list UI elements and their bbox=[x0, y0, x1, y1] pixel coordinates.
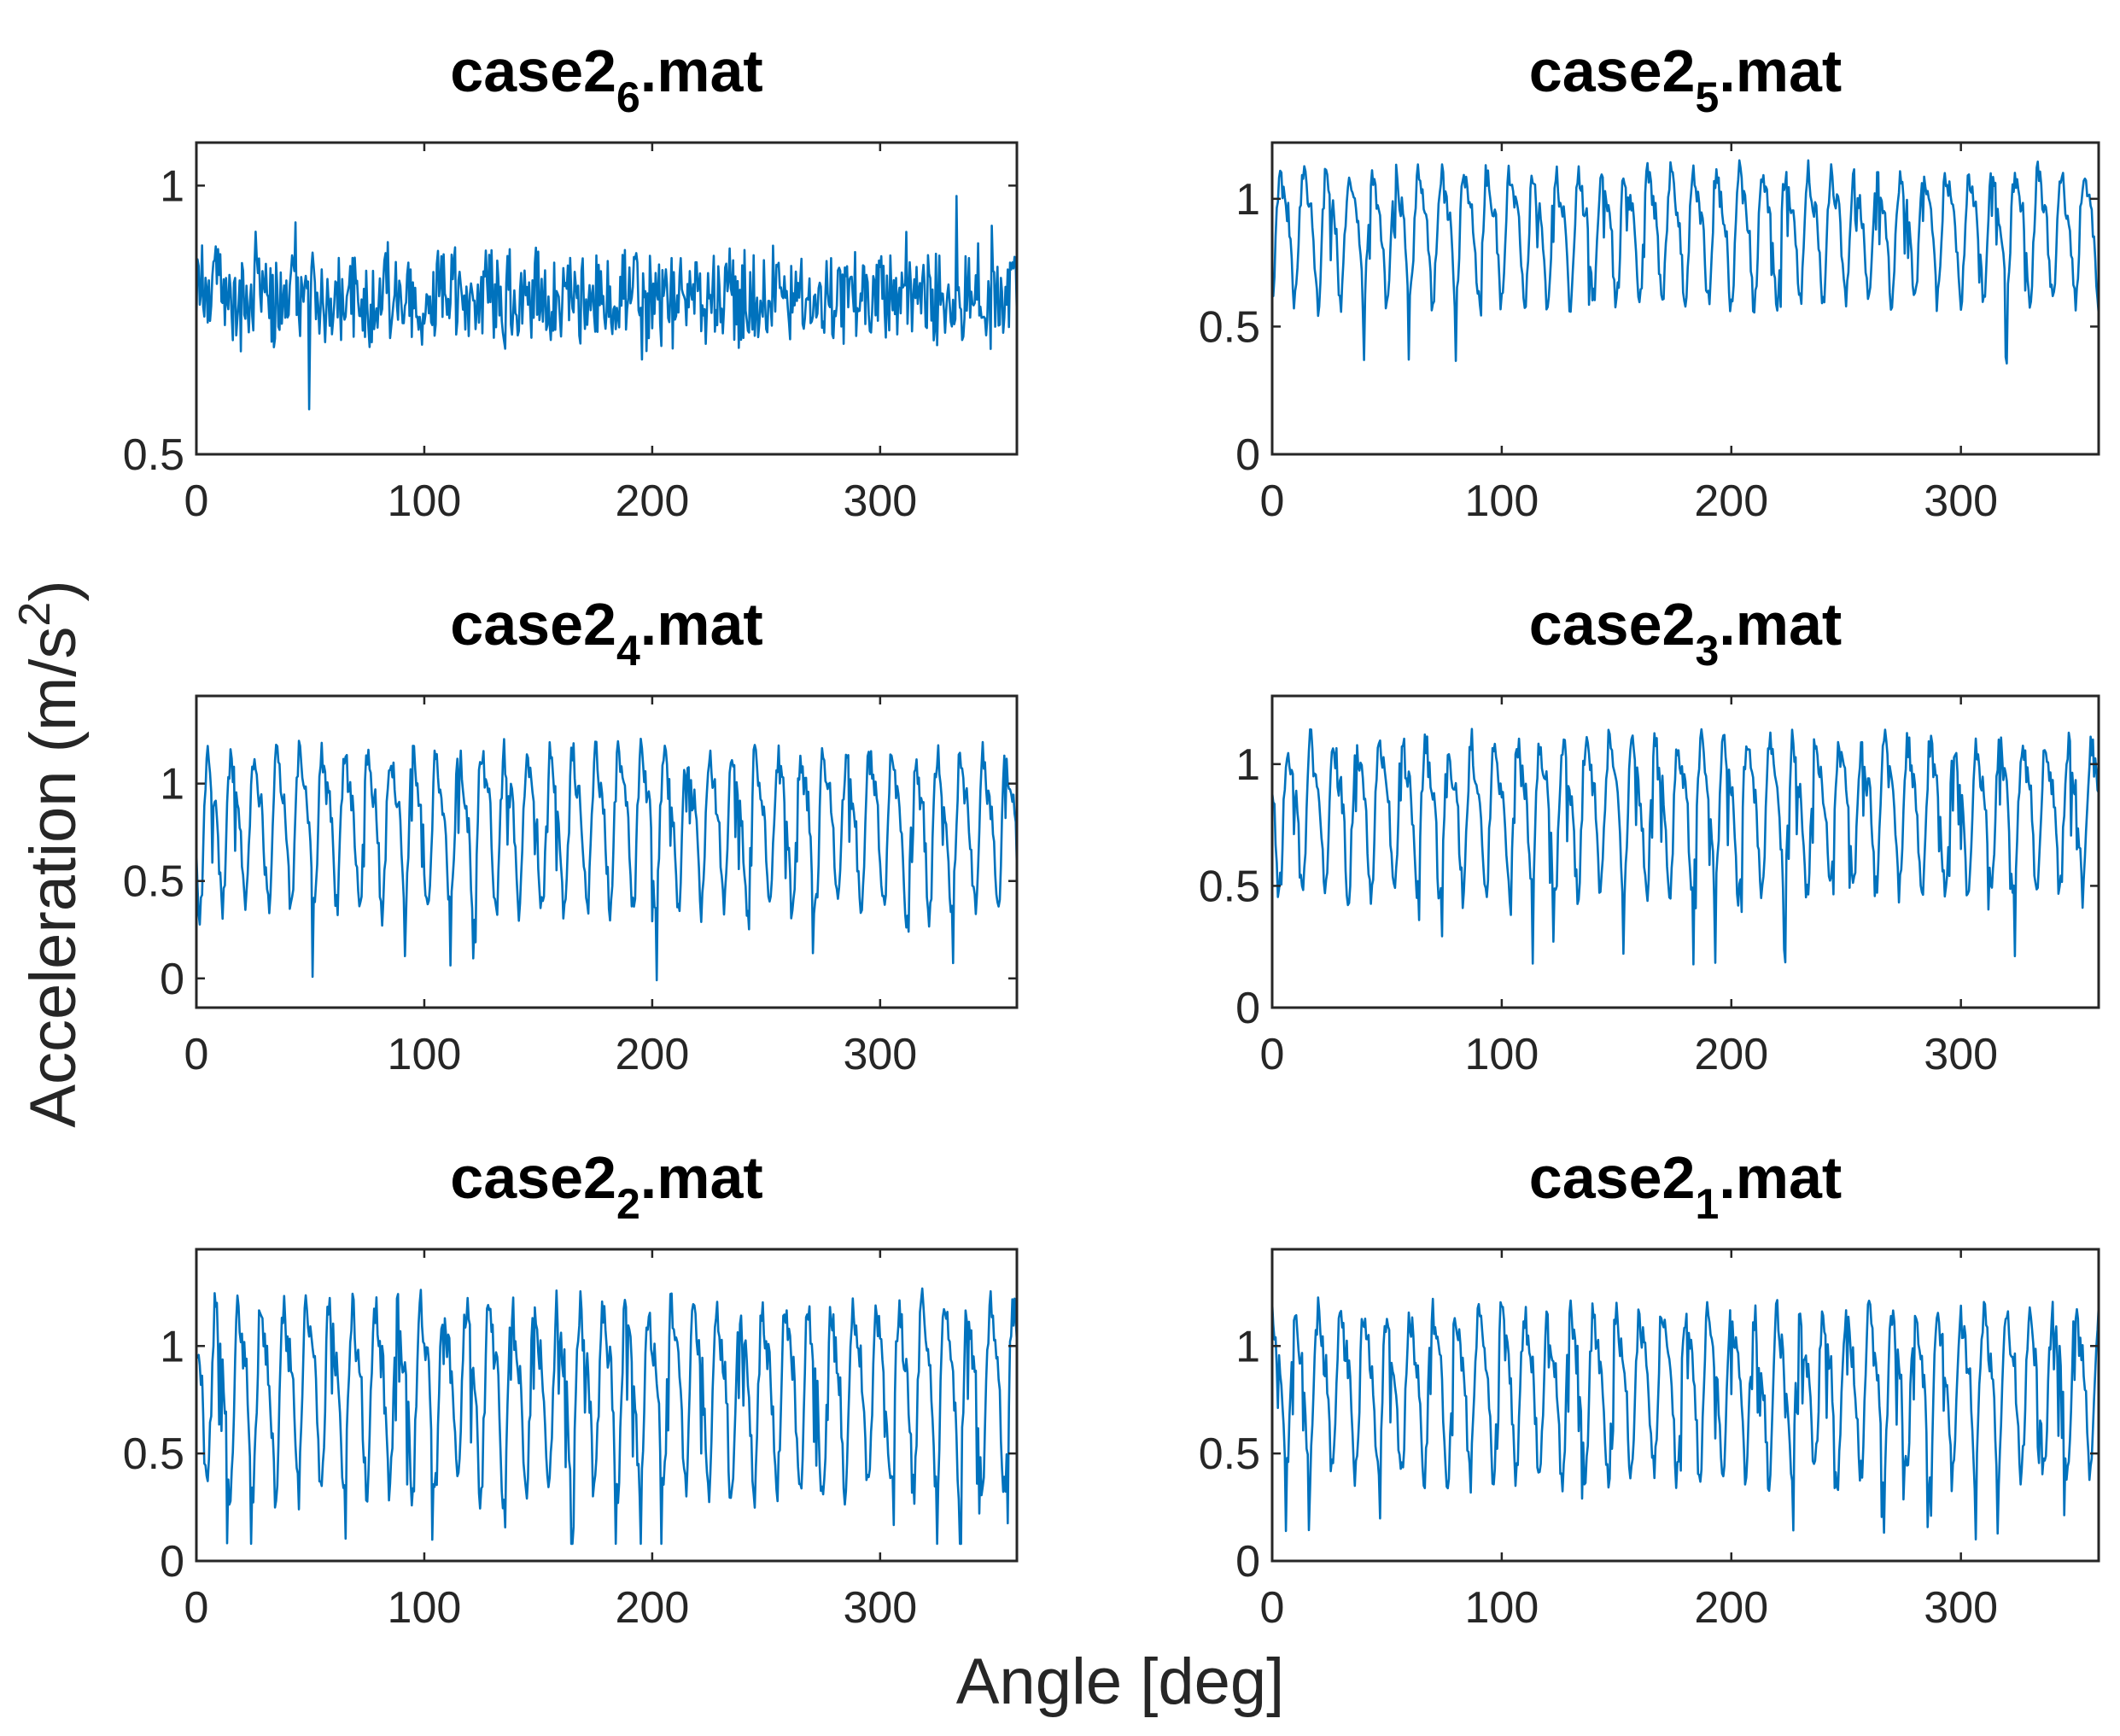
axes-box bbox=[195, 1248, 1019, 1563]
y-tick-label: 1 bbox=[160, 1322, 184, 1371]
y-axis-label-close: ) bbox=[17, 580, 90, 601]
title-subscript: 2 bbox=[616, 1180, 640, 1228]
y-tick-label: 1 bbox=[160, 161, 184, 211]
x-tick-label: 0 bbox=[184, 1583, 209, 1633]
y-tick-label: 0 bbox=[1235, 1537, 1260, 1587]
series-line-case2_1 bbox=[1272, 1296, 2099, 1540]
y-tick-label: 0.5 bbox=[123, 430, 184, 480]
title-extension: .mat bbox=[640, 38, 763, 104]
y-tick-label: 0.5 bbox=[1199, 862, 1260, 911]
x-tick-label: 100 bbox=[388, 476, 462, 526]
subplot-title: case23.mat bbox=[1529, 591, 1842, 675]
y-tick-label: 0.5 bbox=[1199, 1429, 1260, 1479]
axes-box bbox=[195, 694, 1019, 1009]
subplot-2: case24.mat 0 100 200 300 0 0.5 1 bbox=[123, 591, 1019, 1079]
y-tick-label: 0 bbox=[160, 955, 184, 1004]
x-tick-label: 300 bbox=[843, 1030, 917, 1079]
x-tick-label: 200 bbox=[1694, 1583, 1768, 1633]
y-tick-label: 0.5 bbox=[123, 857, 184, 907]
x-tick-label: 200 bbox=[616, 1030, 690, 1079]
series-line-case2_4 bbox=[196, 737, 1017, 982]
x-tick-label: 100 bbox=[1465, 1030, 1539, 1079]
x-tick-label: 300 bbox=[1924, 1030, 1998, 1079]
subplot-title: case21.mat bbox=[1529, 1144, 1842, 1228]
x-tick-label: 100 bbox=[388, 1583, 462, 1633]
subplot-1: case25.mat 0 100 200 300 0 0.5 1 bbox=[1199, 38, 2100, 526]
x-tick-label: 300 bbox=[843, 476, 917, 526]
subplot-0: case26.mat 0 100 200 300 0.5 1 bbox=[123, 38, 1019, 526]
title-subscript: 1 bbox=[1695, 1180, 1719, 1228]
x-tick-label: 100 bbox=[1465, 476, 1539, 526]
subplot-title: case26.mat bbox=[450, 38, 762, 121]
title-base: case2 bbox=[450, 38, 616, 104]
title-base: case2 bbox=[1529, 591, 1696, 658]
y-tick-label: 1 bbox=[1235, 175, 1260, 225]
y-axis-label-superscript: 2 bbox=[10, 602, 60, 627]
title-extension: .mat bbox=[1719, 1144, 1842, 1211]
x-tick-label: 300 bbox=[843, 1583, 917, 1633]
axes-box bbox=[1270, 1248, 2100, 1563]
subplot-title: case24.mat bbox=[450, 591, 762, 675]
subplot-title: case25.mat bbox=[1529, 38, 1842, 121]
y-tick-label: 0 bbox=[1235, 430, 1260, 480]
y-tick-label: 0.5 bbox=[1199, 302, 1260, 352]
x-tick-label: 100 bbox=[1465, 1583, 1539, 1633]
x-tick-label: 100 bbox=[388, 1030, 462, 1079]
title-base: case2 bbox=[1529, 38, 1696, 104]
title-subscript: 3 bbox=[1695, 627, 1719, 675]
subplot-3: case23.mat 0 100 200 300 0 0.5 1 bbox=[1199, 591, 2100, 1079]
x-tick-label: 200 bbox=[1694, 1030, 1768, 1079]
subplot-title: case22.mat bbox=[450, 1144, 762, 1228]
y-tick-label: 0 bbox=[160, 1537, 184, 1587]
series-line-case2_3 bbox=[1272, 728, 2099, 966]
x-axis-label: Angle [deg] bbox=[956, 1645, 1285, 1718]
y-tick-label: 1 bbox=[160, 760, 184, 810]
y-tick-label: 0.5 bbox=[123, 1429, 184, 1479]
axes-box bbox=[1270, 141, 2100, 456]
y-tick-label: 1 bbox=[1235, 740, 1260, 790]
title-subscript: 4 bbox=[616, 627, 640, 675]
title-extension: .mat bbox=[1719, 38, 1842, 104]
x-tick-label: 200 bbox=[616, 476, 690, 526]
title-base: case2 bbox=[1529, 1144, 1696, 1211]
x-tick-label: 0 bbox=[1260, 1030, 1285, 1079]
axes-box bbox=[1270, 694, 2100, 1009]
x-tick-label: 0 bbox=[184, 1030, 209, 1079]
x-tick-label: 300 bbox=[1924, 1583, 1998, 1633]
x-tick-label: 0 bbox=[1260, 476, 1285, 526]
subplot-4: case22.mat 0 100 200 300 0 0.5 1 bbox=[123, 1144, 1019, 1633]
y-axis-label: Acceleration (m/s2) bbox=[10, 580, 90, 1127]
title-subscript: 5 bbox=[1695, 73, 1719, 121]
x-tick-label: 200 bbox=[616, 1583, 690, 1633]
title-base: case2 bbox=[450, 1144, 616, 1211]
y-tick-label: 1 bbox=[1235, 1322, 1260, 1371]
x-tick-label: 200 bbox=[1694, 476, 1768, 526]
series-line-case2_5 bbox=[1272, 159, 2099, 365]
y-tick-label: 0 bbox=[1235, 984, 1260, 1033]
x-tick-label: 0 bbox=[1260, 1583, 1285, 1633]
x-tick-label: 300 bbox=[1924, 476, 1998, 526]
x-tick-label: 0 bbox=[184, 476, 209, 526]
title-subscript: 6 bbox=[616, 73, 640, 121]
title-extension: .mat bbox=[1719, 591, 1842, 658]
title-extension: .mat bbox=[640, 591, 763, 658]
series-line-case2_2 bbox=[196, 1287, 1017, 1546]
y-axis-label-main: Acceleration (m/s bbox=[17, 627, 90, 1128]
title-base: case2 bbox=[450, 591, 616, 658]
axes-box bbox=[195, 141, 1019, 456]
series-line-case2_6 bbox=[196, 195, 1017, 411]
title-extension: .mat bbox=[640, 1144, 763, 1211]
